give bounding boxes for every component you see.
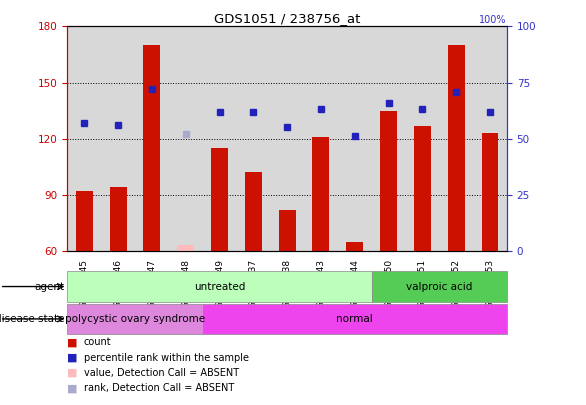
Text: normal: normal	[336, 314, 373, 324]
Bar	[448, 45, 465, 251]
Bar	[414, 126, 431, 251]
Bar	[67, 304, 203, 334]
Text: agent: agent	[35, 281, 64, 292]
Bar	[473, 26, 507, 251]
Bar	[135, 26, 169, 251]
Bar	[67, 26, 101, 251]
Text: ■: ■	[67, 353, 78, 362]
Text: count: count	[84, 337, 111, 347]
Text: polycystic ovary syndrome: polycystic ovary syndrome	[65, 314, 205, 324]
Title: GDS1051 / 238756_at: GDS1051 / 238756_at	[214, 12, 360, 25]
Bar	[440, 26, 473, 251]
Text: rank, Detection Call = ABSENT: rank, Detection Call = ABSENT	[84, 384, 234, 393]
Bar	[245, 173, 262, 251]
Bar	[304, 26, 338, 251]
Text: 100%: 100%	[479, 15, 507, 25]
Bar	[346, 242, 363, 251]
Text: ■: ■	[67, 337, 78, 347]
Text: disease state: disease state	[0, 314, 64, 324]
Bar	[236, 26, 270, 251]
Bar	[270, 26, 304, 251]
Bar	[203, 26, 236, 251]
Text: value, Detection Call = ABSENT: value, Detection Call = ABSENT	[84, 368, 239, 378]
Bar	[76, 191, 93, 251]
Bar	[372, 26, 406, 251]
Text: valproic acid: valproic acid	[406, 281, 472, 292]
Bar	[338, 26, 372, 251]
Bar	[101, 26, 135, 251]
Bar	[144, 45, 161, 251]
Bar	[482, 133, 499, 251]
Bar	[67, 271, 372, 302]
Bar	[406, 26, 440, 251]
Bar	[169, 26, 203, 251]
Text: untreated: untreated	[194, 281, 245, 292]
Bar	[380, 111, 397, 251]
Bar	[211, 148, 228, 251]
Text: percentile rank within the sample: percentile rank within the sample	[84, 353, 249, 362]
Text: ■: ■	[67, 368, 78, 378]
Bar	[312, 137, 329, 251]
Bar	[203, 304, 507, 334]
Text: ■: ■	[67, 384, 78, 393]
Bar	[177, 245, 194, 251]
Bar	[372, 271, 507, 302]
Bar	[279, 210, 295, 251]
Bar	[110, 188, 127, 251]
